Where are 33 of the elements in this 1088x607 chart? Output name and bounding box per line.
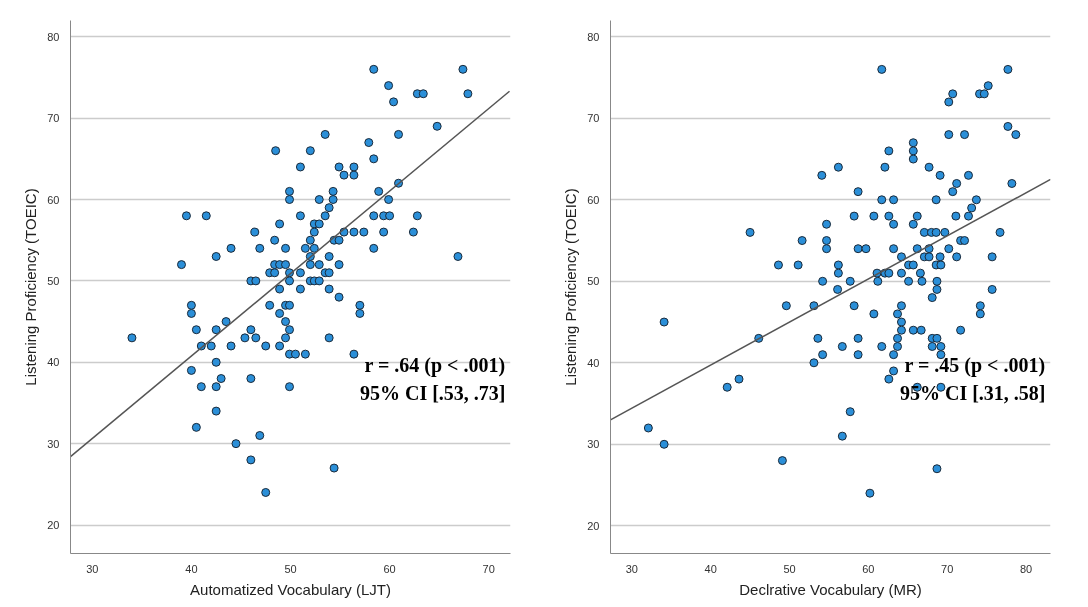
y-tick-label: 60	[587, 193, 600, 206]
x-tick-label: 70	[941, 562, 954, 575]
y-tick-label: 70	[587, 112, 600, 125]
y-axis-title: Listening Proficiency (TOEIC)	[562, 188, 580, 386]
x-tick-label: 80	[1019, 562, 1033, 575]
y-tick-label: 70	[47, 112, 60, 125]
x-tick-label: 40	[704, 562, 717, 575]
y-tick-label: 20	[587, 519, 600, 532]
x-tick-label: 30	[625, 562, 638, 575]
y-tick-label: 50	[587, 275, 600, 288]
x-tick-label: 60	[862, 562, 875, 575]
x-tick-label: 50	[284, 562, 297, 575]
annotation: r = .45 (p < .001)	[904, 353, 1046, 377]
y-tick-label: 60	[47, 193, 60, 206]
x-tick-label: 50	[783, 562, 796, 575]
y-tick-label: 40	[47, 356, 60, 369]
annotation: r = .64 (p < .001)	[364, 353, 506, 377]
x-tick-label: 60	[383, 562, 396, 575]
annotation: 95% CI [.31, .58]	[899, 381, 1046, 404]
x-axis-title: Declrative Vocabulary (MR)	[739, 580, 922, 598]
x-axis-title: Automatized Vocabulary (LJT)	[190, 580, 391, 598]
x-tick-label: 40	[185, 562, 198, 575]
y-tick-label: 20	[47, 519, 60, 532]
y-axis-title: Listening Proficiency (TOEIC)	[22, 188, 40, 386]
annotation: 95% CI [.53, .73]	[359, 381, 506, 404]
x-tick-label: 30	[86, 562, 99, 575]
y-tick-label: 50	[47, 274, 60, 287]
y-tick-label: 30	[587, 438, 600, 451]
y-tick-label: 30	[47, 437, 60, 450]
y-tick-label: 80	[47, 30, 60, 43]
y-tick-label: 80	[587, 30, 600, 43]
x-tick-label: 70	[482, 562, 495, 575]
y-tick-label: 40	[587, 356, 600, 369]
